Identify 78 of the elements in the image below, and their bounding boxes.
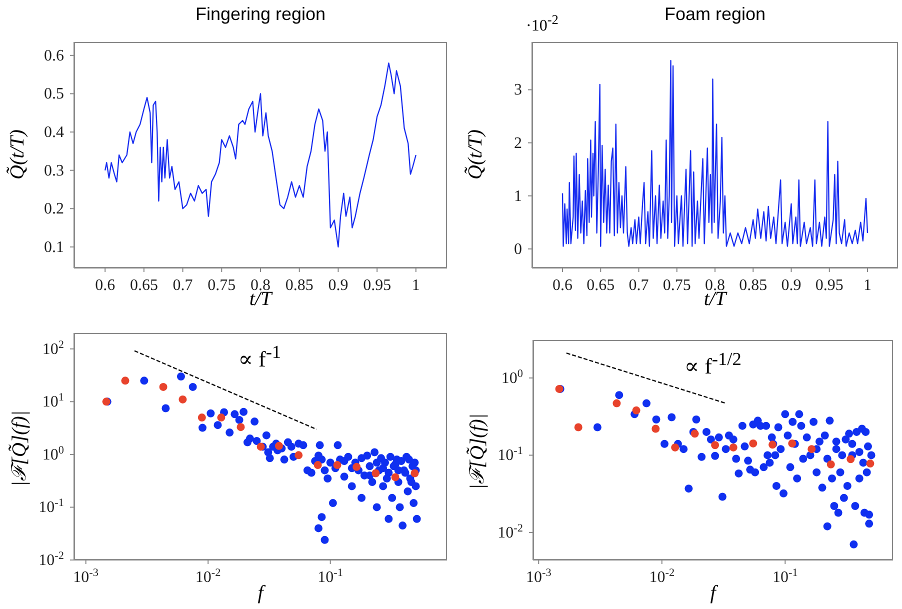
y-axis-title: |ℱ[Q̃](f)| [466,412,490,492]
point [808,445,816,454]
point [333,461,342,470]
x-tick-label: 0.95 [815,277,844,294]
point [314,461,322,470]
y-tick-label: 0.3 [44,162,64,180]
y-tick-label: 10$^{-1}$ [498,445,523,464]
y-tick-label: 1 [514,188,522,205]
y-tick-label: 10$^{-1}$ [38,497,64,516]
point [410,469,419,478]
x-tick-label: 10$^{-1}$ [772,567,798,586]
x-tick-label: 0.85 [739,277,768,294]
x-axis-title: f [258,582,264,604]
x-tick-label: 0.6 [95,277,116,294]
y-axis-title: Q̃(t/T) [6,128,30,182]
x-tick-label: 0.9 [781,277,802,294]
x-tick-label: 0.75 [208,277,236,294]
point [671,443,680,452]
y-tick-label: 10$^{2}$ [42,338,64,358]
chart-title: Foam region [664,4,766,24]
point [198,414,206,422]
y-tick-label: 3 [514,82,522,99]
y-tick-label: 10$^{-2}$ [38,550,64,569]
text: ·10$^{-2}$ [526,12,558,36]
point [846,455,855,464]
y-tick-label: 10$^{0}$ [501,368,524,387]
x-tick-label: 1 [412,277,420,294]
y-axis-title: |ℱ[Q̃](f)| [8,409,32,488]
x-tick-label: 10$^{-2}$ [649,567,675,586]
y-tick-label: 10$^{1}$ [42,392,64,411]
y-tick-label: 0.6 [44,47,64,64]
point [632,406,640,414]
point [372,469,380,478]
annotation: ∝ f$^{-1}$ [238,342,282,372]
point [826,460,835,468]
point [294,451,303,460]
annotation: ∝ f$^{-1/2}$ [684,348,742,380]
point [729,443,738,452]
point [612,399,621,408]
point [274,442,283,450]
line-series [104,62,417,248]
x-tick-label: 0.6 [552,277,572,294]
point [178,395,187,404]
x-tick-label: 0.65 [586,277,615,294]
y-tick-label: 0 [514,240,522,258]
x-tick-label: 10$^{-2}$ [195,567,221,586]
chart-title: Fingering region [194,4,327,25]
x-tick-label: 10$^{-1}$ [318,567,344,586]
y-tick-label: 0.1 [44,238,64,256]
y-tick-label: 0.2 [44,200,64,218]
y-tick-label: 10$^{-2}$ [498,522,523,542]
x-tick-label: 0.75 [662,277,691,294]
x-tick-label: 1 [864,277,872,294]
y-tick-label: 0.4 [44,124,64,142]
y-axis-title: Q̃(t/T) [464,128,488,182]
point [711,441,720,450]
x-tick-label: 0.7 [628,277,649,294]
y-tick-label: 2 [514,134,522,152]
y-tick-label: 10$^{0}$ [42,444,64,464]
x-tick-label: 0.9 [328,277,348,294]
point [352,462,361,471]
point [217,414,226,422]
point [652,424,660,433]
point [788,439,796,448]
y-tick-label: 0.5 [44,86,64,103]
point [159,382,168,391]
x-tick-label: 10$^{-3}$ [73,567,99,586]
point [749,439,758,448]
x-tick-label: 0.7 [172,277,193,294]
point [391,473,400,482]
x-tick-label: 0.85 [285,277,314,294]
point [866,460,874,468]
line-series [562,60,868,247]
x-axis-title: f [710,582,716,604]
x-tick-label: 0.65 [130,277,158,294]
point [236,423,245,432]
x-tick-label: 10$^{-3}$ [526,567,552,586]
x-tick-label: 0.95 [363,277,392,294]
